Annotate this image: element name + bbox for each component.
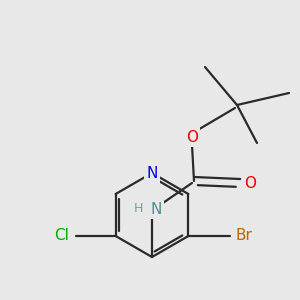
Text: O: O (186, 130, 198, 145)
Text: Cl: Cl (54, 229, 69, 244)
Text: H: H (133, 202, 143, 215)
Text: O: O (244, 176, 256, 190)
Text: Br: Br (236, 229, 253, 244)
Text: N: N (150, 202, 162, 217)
Text: N: N (146, 166, 158, 181)
